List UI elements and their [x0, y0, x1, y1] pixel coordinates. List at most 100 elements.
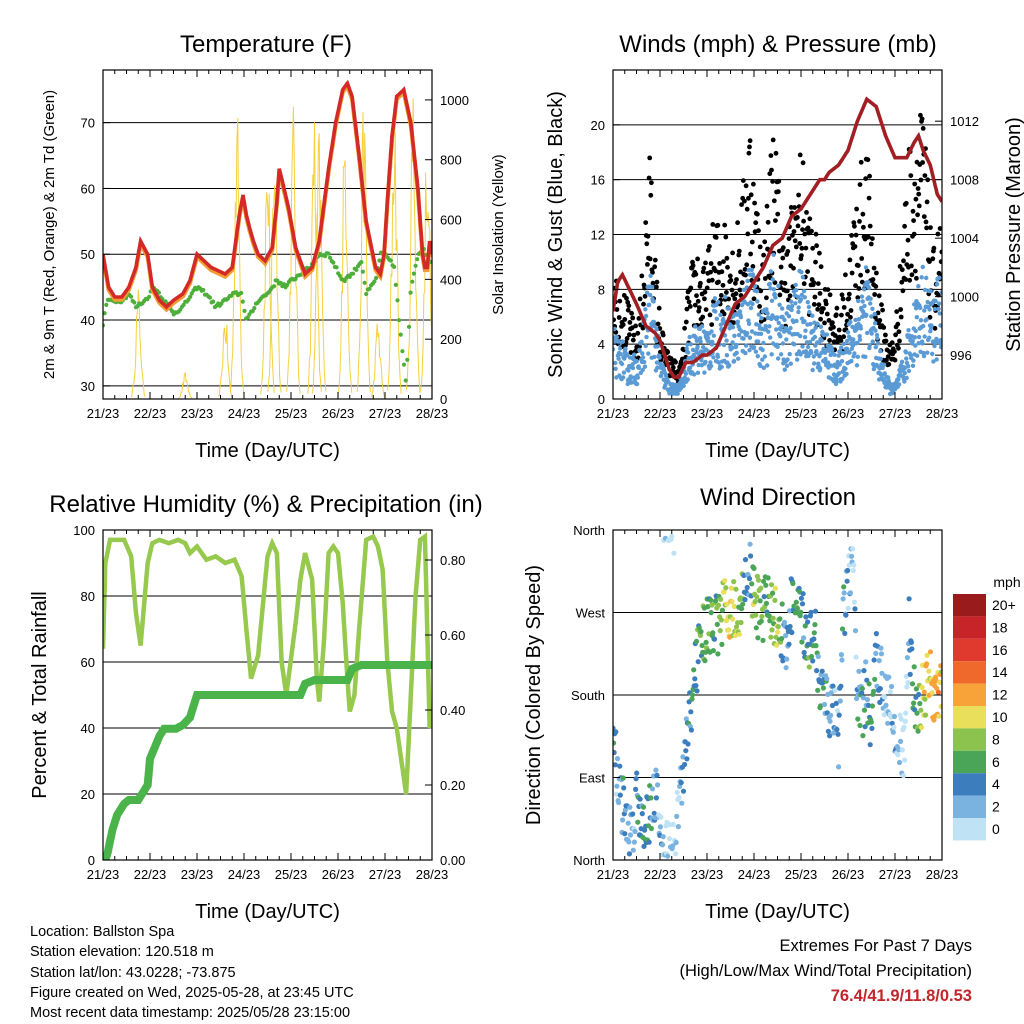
direction-point	[613, 729, 619, 735]
wind-point	[769, 316, 774, 322]
wind-point	[780, 341, 786, 346]
wind-point	[743, 343, 749, 348]
direction-point	[867, 742, 873, 748]
gust-point	[716, 279, 721, 285]
gust-point	[792, 205, 797, 210]
wind-point	[699, 358, 704, 363]
direction-point	[760, 637, 766, 644]
direction-point	[674, 813, 680, 820]
direction-point	[935, 689, 942, 695]
direction-point	[799, 639, 805, 645]
direction-point	[843, 612, 849, 618]
gust-point	[893, 332, 898, 338]
direction-point	[669, 533, 675, 539]
gust-point	[920, 125, 926, 131]
wind-point	[796, 309, 801, 315]
x-tick-label: 28/23	[926, 406, 959, 421]
x-tick-label: 24/23	[738, 406, 771, 421]
x-tick-label: 28/23	[926, 867, 959, 882]
x-tick-label: 25/23	[275, 406, 308, 421]
wind-point	[873, 328, 878, 333]
gust-point	[883, 332, 888, 338]
direction-point	[847, 590, 854, 596]
wind-point	[768, 335, 773, 340]
dewpoint-point	[397, 318, 402, 323]
wind-point	[934, 282, 940, 287]
gust-point	[719, 269, 725, 275]
gust-point	[795, 223, 801, 229]
gust-point	[627, 332, 632, 338]
direction-point	[918, 707, 924, 713]
gust-point	[751, 181, 756, 187]
gust-point	[922, 173, 928, 179]
direction-point	[889, 720, 895, 726]
gust-point	[841, 334, 847, 340]
wind-point	[782, 317, 787, 323]
wind-point	[686, 350, 691, 355]
dewpoint-point	[374, 275, 379, 281]
direction-point	[911, 700, 917, 706]
direction-point	[803, 614, 809, 620]
gust-point	[804, 210, 809, 215]
direction-point	[738, 619, 744, 626]
wind-point	[763, 323, 768, 329]
wind-point	[904, 356, 909, 361]
x-tick-label: 22/23	[644, 867, 677, 882]
wind-point	[712, 296, 718, 301]
gust-point	[702, 296, 707, 302]
gust-point	[858, 159, 864, 165]
wind-point	[810, 313, 815, 318]
direction-point	[721, 589, 727, 595]
wind-point	[784, 337, 789, 342]
x-tick-label: 23/23	[181, 867, 214, 882]
gust-point	[838, 338, 844, 343]
direction-point	[620, 775, 626, 781]
direction-point	[927, 649, 934, 655]
wind-point	[931, 359, 936, 364]
wind-point	[778, 334, 783, 339]
direction-point	[675, 824, 682, 830]
direction-point	[731, 579, 737, 585]
x-tick-label: 23/23	[691, 867, 724, 882]
direction-point	[908, 639, 915, 646]
wind-point	[819, 338, 824, 343]
direction-point	[861, 707, 868, 713]
gust-point	[686, 299, 692, 305]
direction-point	[761, 578, 767, 584]
wind-point	[777, 302, 782, 307]
gust-point	[867, 173, 872, 179]
wind-point	[716, 299, 721, 305]
gust-point	[894, 309, 900, 314]
direction-point	[924, 652, 930, 658]
gust-point	[912, 181, 918, 187]
gust-point	[847, 257, 853, 263]
wind-point	[856, 298, 861, 304]
wind-point	[792, 342, 797, 347]
wind-point	[631, 352, 637, 357]
gust-point	[773, 150, 779, 156]
dewpoint-point	[350, 271, 356, 276]
direction-point	[842, 630, 848, 637]
gust-point	[840, 296, 846, 302]
dewpoint-point	[337, 273, 342, 278]
wind-point	[930, 351, 935, 357]
gust-point	[900, 288, 906, 294]
direction-point	[873, 650, 879, 657]
gust-point	[810, 245, 816, 251]
wind-point	[749, 267, 754, 273]
direction-point	[876, 658, 882, 664]
y-right-tick-label: 0	[440, 392, 447, 407]
wind-point	[687, 334, 692, 340]
direction-point	[665, 853, 671, 859]
direction-point	[913, 686, 920, 692]
gust-point	[660, 332, 666, 338]
gust-point	[769, 167, 774, 173]
direction-point	[763, 600, 770, 607]
gust-point	[777, 292, 783, 298]
gust-point	[861, 224, 866, 230]
gust-point	[858, 272, 863, 278]
colorbar-label: 2	[992, 799, 1000, 815]
solar-trace	[370, 323, 386, 398]
y-axis-label: Direction (Colored By Speed)	[523, 565, 545, 825]
wind-point	[646, 302, 652, 307]
